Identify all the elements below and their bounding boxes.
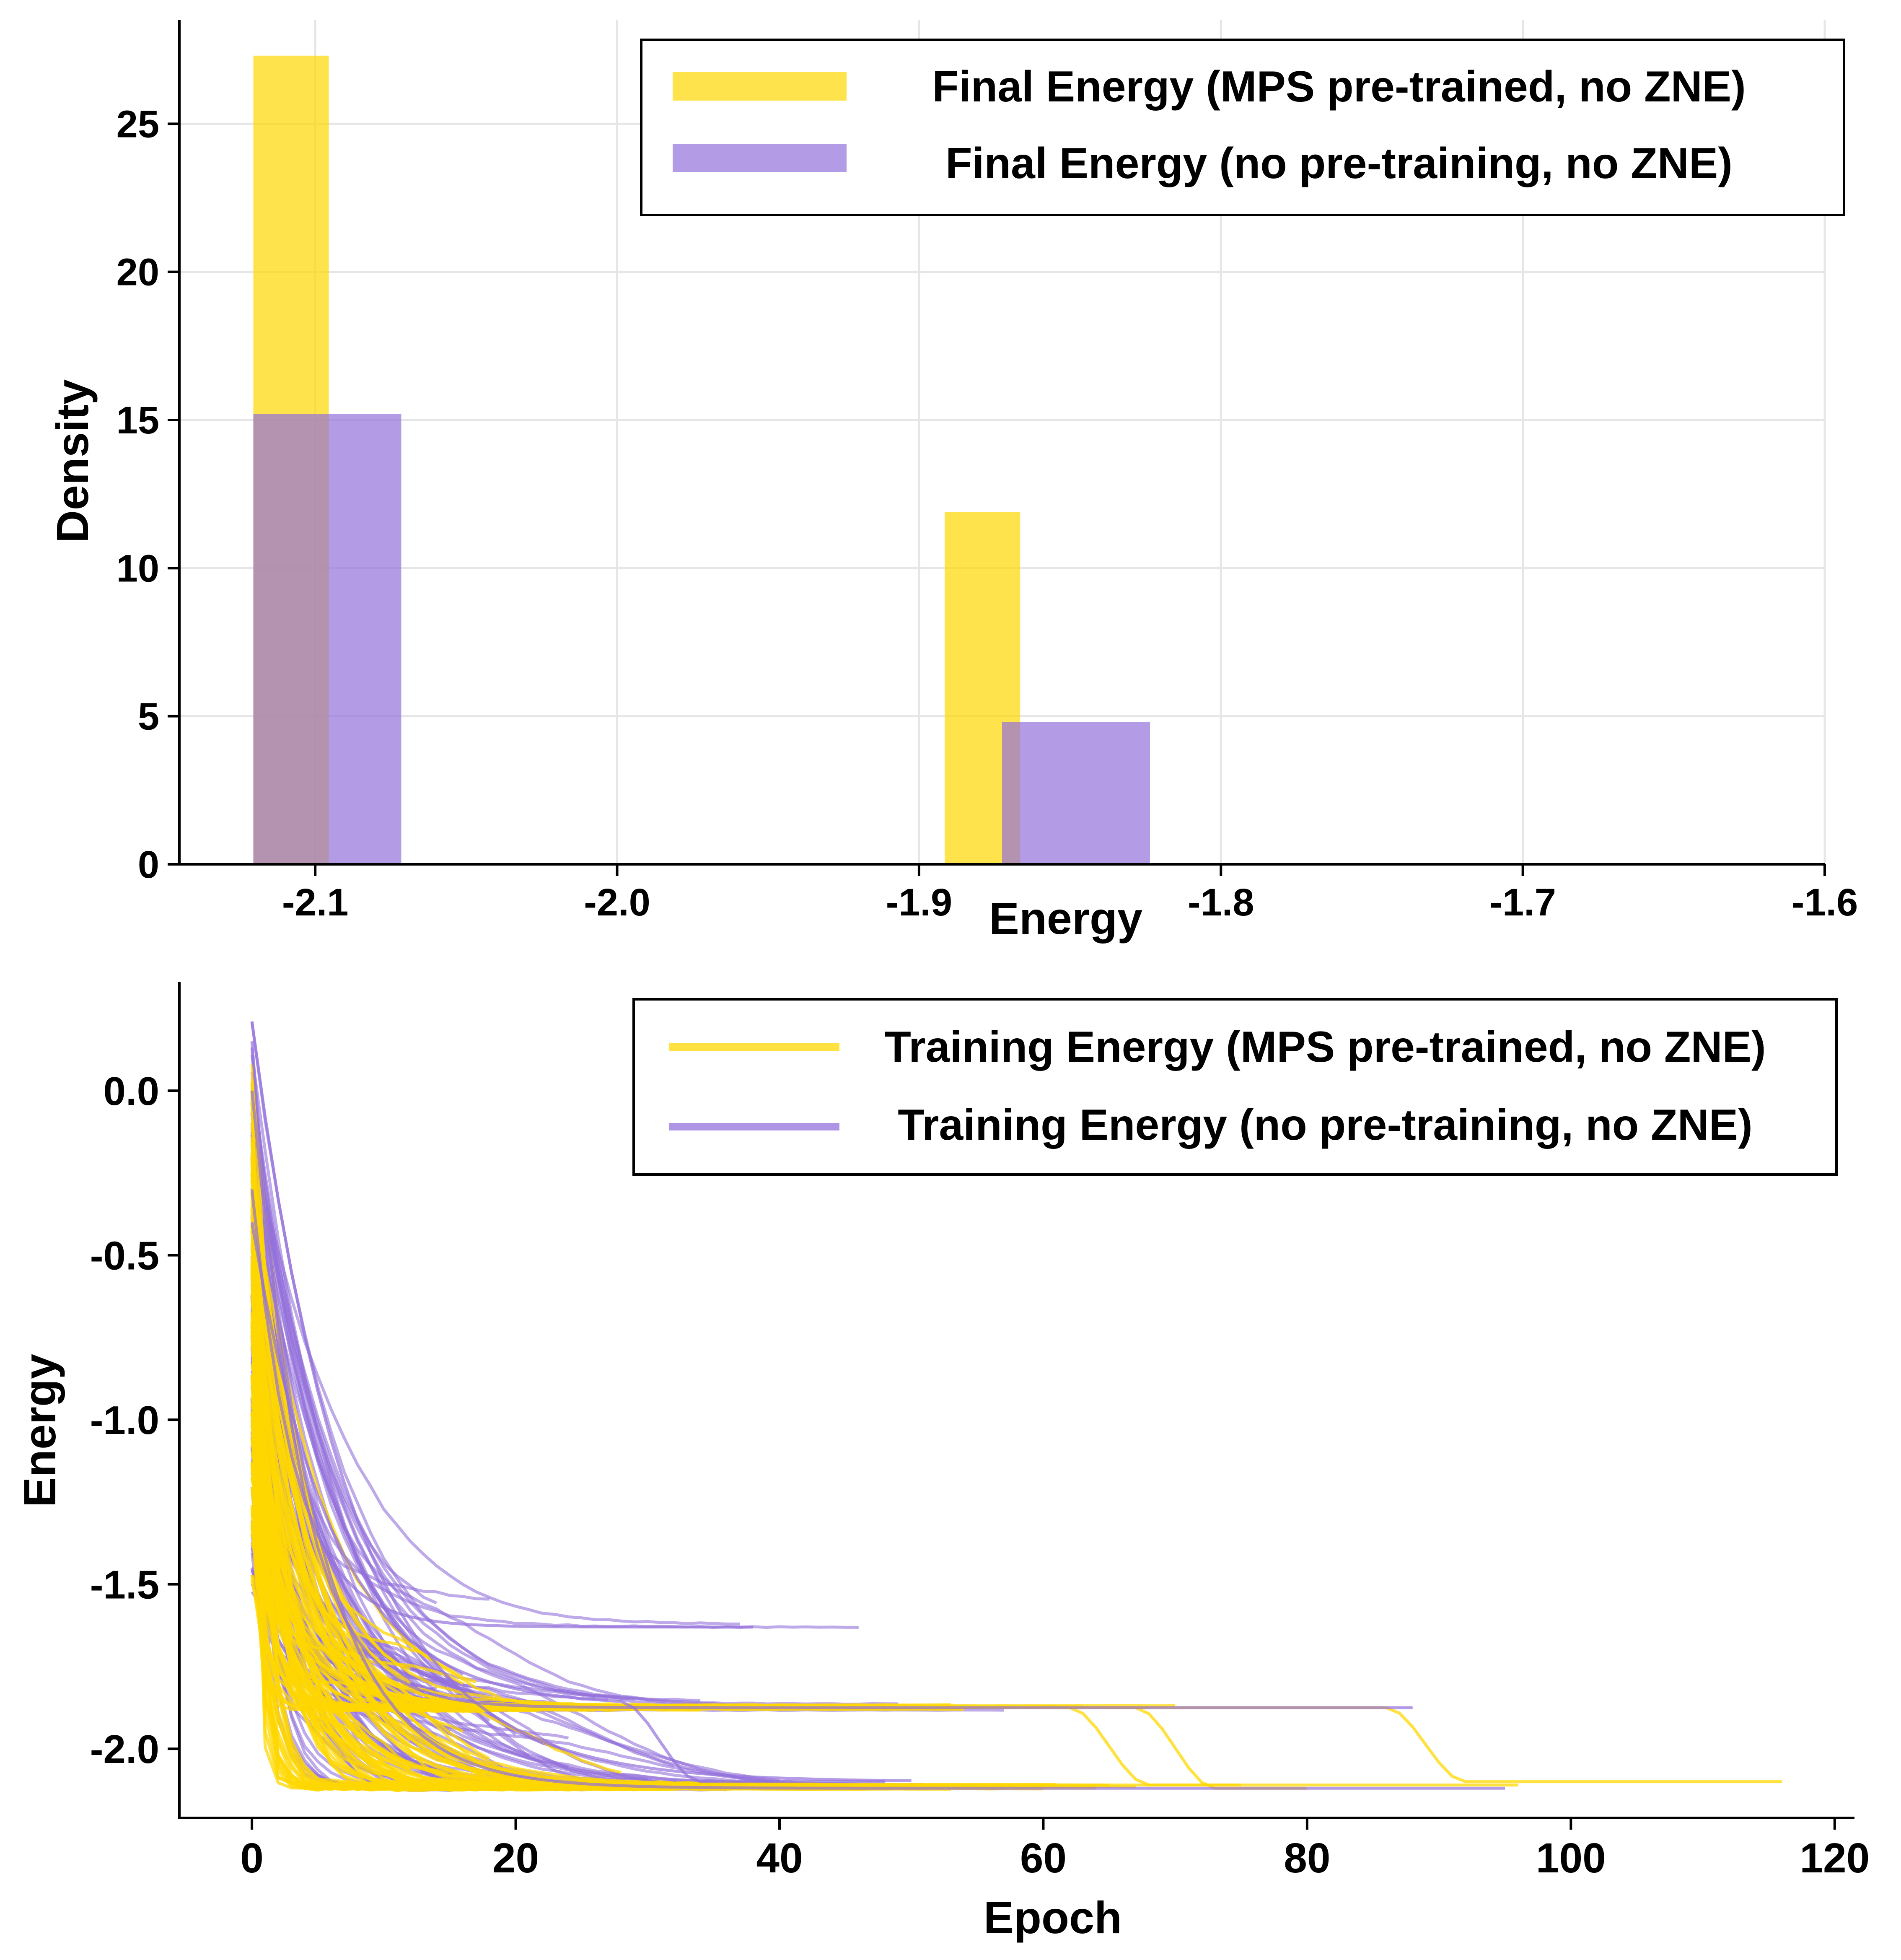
training-legend-label-nopre: Training Energy (no pre-training, no ZNE…	[898, 1101, 1753, 1149]
training-curve-mps	[250, 1521, 899, 1707]
training-x-tick-label: 80	[1284, 1835, 1330, 1882]
histogram-y-tick-label: 15	[117, 399, 159, 442]
training-curve-mps	[250, 1512, 411, 1771]
training-x-tick-label: 40	[756, 1835, 803, 1882]
histogram-bars	[253, 55, 1150, 864]
histogram-x-tick-label: -2.1	[282, 881, 349, 924]
training-curve-mps	[250, 1527, 424, 1791]
training-x-tick-label: 60	[1020, 1835, 1067, 1882]
histogram-y-tick-label: 10	[117, 547, 159, 590]
training-curve-nopre-long	[250, 1090, 1505, 1790]
histogram-legend: Final Energy (MPS pre-trained, no ZNE) F…	[640, 39, 1845, 216]
training-curve-nopre	[250, 1089, 635, 1701]
training-x-ticks: 0 20 40 60 80 100 120	[240, 1818, 1870, 1882]
training-x-tick-label: 0	[240, 1835, 264, 1882]
histogram-legend-swatch-nopre	[673, 144, 847, 172]
training-curves	[250, 1021, 1782, 1792]
training-y-tick-label: -1.0	[90, 1398, 159, 1443]
training-y-tick-label: -1.5	[90, 1563, 159, 1607]
histogram-y-tick-label: 0	[138, 843, 159, 886]
histogram-y-ticks: 0 5 10 15 20 25	[117, 103, 179, 886]
training-curve-nopre-long	[250, 1222, 885, 1784]
histogram-x-axis-title: Energy	[989, 893, 1142, 944]
training-x-tick-label: 100	[1536, 1835, 1606, 1882]
histogram-x-tick-label: -1.7	[1489, 881, 1556, 924]
histogram-legend-label-nopre: Final Energy (no pre-training, no ZNE)	[945, 139, 1733, 188]
training-y-ticks: 0.0 -0.5 -1.0 -1.5 -2.0	[90, 1069, 179, 1772]
histogram-x-tick-label: -1.8	[1188, 881, 1254, 924]
training-panel: 0 20 40 60 80 100 120 0.0 -0.5 -1.0 -1.5 -2.0 Epoc…	[14, 982, 1870, 1943]
histogram-legend-label-mps: Final Energy (MPS pre-trained, no ZNE)	[932, 62, 1746, 111]
histogram-x-tick-label: -1.6	[1792, 881, 1858, 924]
training-curve-nopre-long	[250, 1041, 1413, 1709]
histogram-y-tick-label: 20	[117, 251, 159, 294]
training-curve-nopre-long	[250, 1021, 912, 1782]
training-legend-label-mps: Training Energy (MPS pre-trained, no ZNE…	[884, 1023, 1766, 1071]
histogram-y-tick-label: 5	[138, 695, 159, 738]
training-x-axis-title: Epoch	[984, 1892, 1122, 1943]
training-curve-nopre-long	[250, 1189, 754, 1629]
histogram-legend-box	[640, 39, 1845, 216]
training-curve-nopre	[250, 1143, 740, 1626]
histogram-panel: -2.1 -2.0 -1.9 -1.8 -1.7 -1.6 0 5 10 15 20 25 Ener…	[47, 20, 1858, 944]
histogram-x-tick-label: -2.0	[584, 881, 650, 924]
training-curve-mps	[250, 1507, 412, 1742]
training-x-tick-label: 20	[492, 1835, 539, 1882]
training-curve-mps	[250, 1263, 674, 1792]
training-legend-box	[632, 998, 1838, 1176]
histogram-x-tick-label: -1.9	[886, 881, 953, 924]
training-legend: Training Energy (MPS pre-trained, no ZNE…	[632, 998, 1838, 1176]
training-curve-mps-long	[250, 1123, 1518, 1786]
training-y-tick-label: -0.5	[90, 1234, 159, 1278]
training-y-tick-label: -2.0	[90, 1727, 159, 1772]
histogram-y-tick-label: 25	[117, 103, 159, 145]
histogram-bar-nopre-1	[1002, 722, 1150, 864]
histogram-bar-nopre-0	[253, 414, 401, 864]
training-y-axis-title: Energy	[14, 1354, 65, 1507]
training-curve-mps	[250, 1477, 490, 1760]
histogram-y-axis-title: Density	[47, 379, 98, 543]
histogram-legend-swatch-mps	[673, 72, 847, 101]
training-x-tick-label: 120	[1800, 1835, 1870, 1882]
training-curve-mps	[250, 1209, 450, 1788]
histogram-x-ticks: -2.1 -2.0 -1.9 -1.8 -1.7 -1.6	[282, 864, 1858, 924]
training-y-tick-label: 0.0	[104, 1069, 159, 1114]
